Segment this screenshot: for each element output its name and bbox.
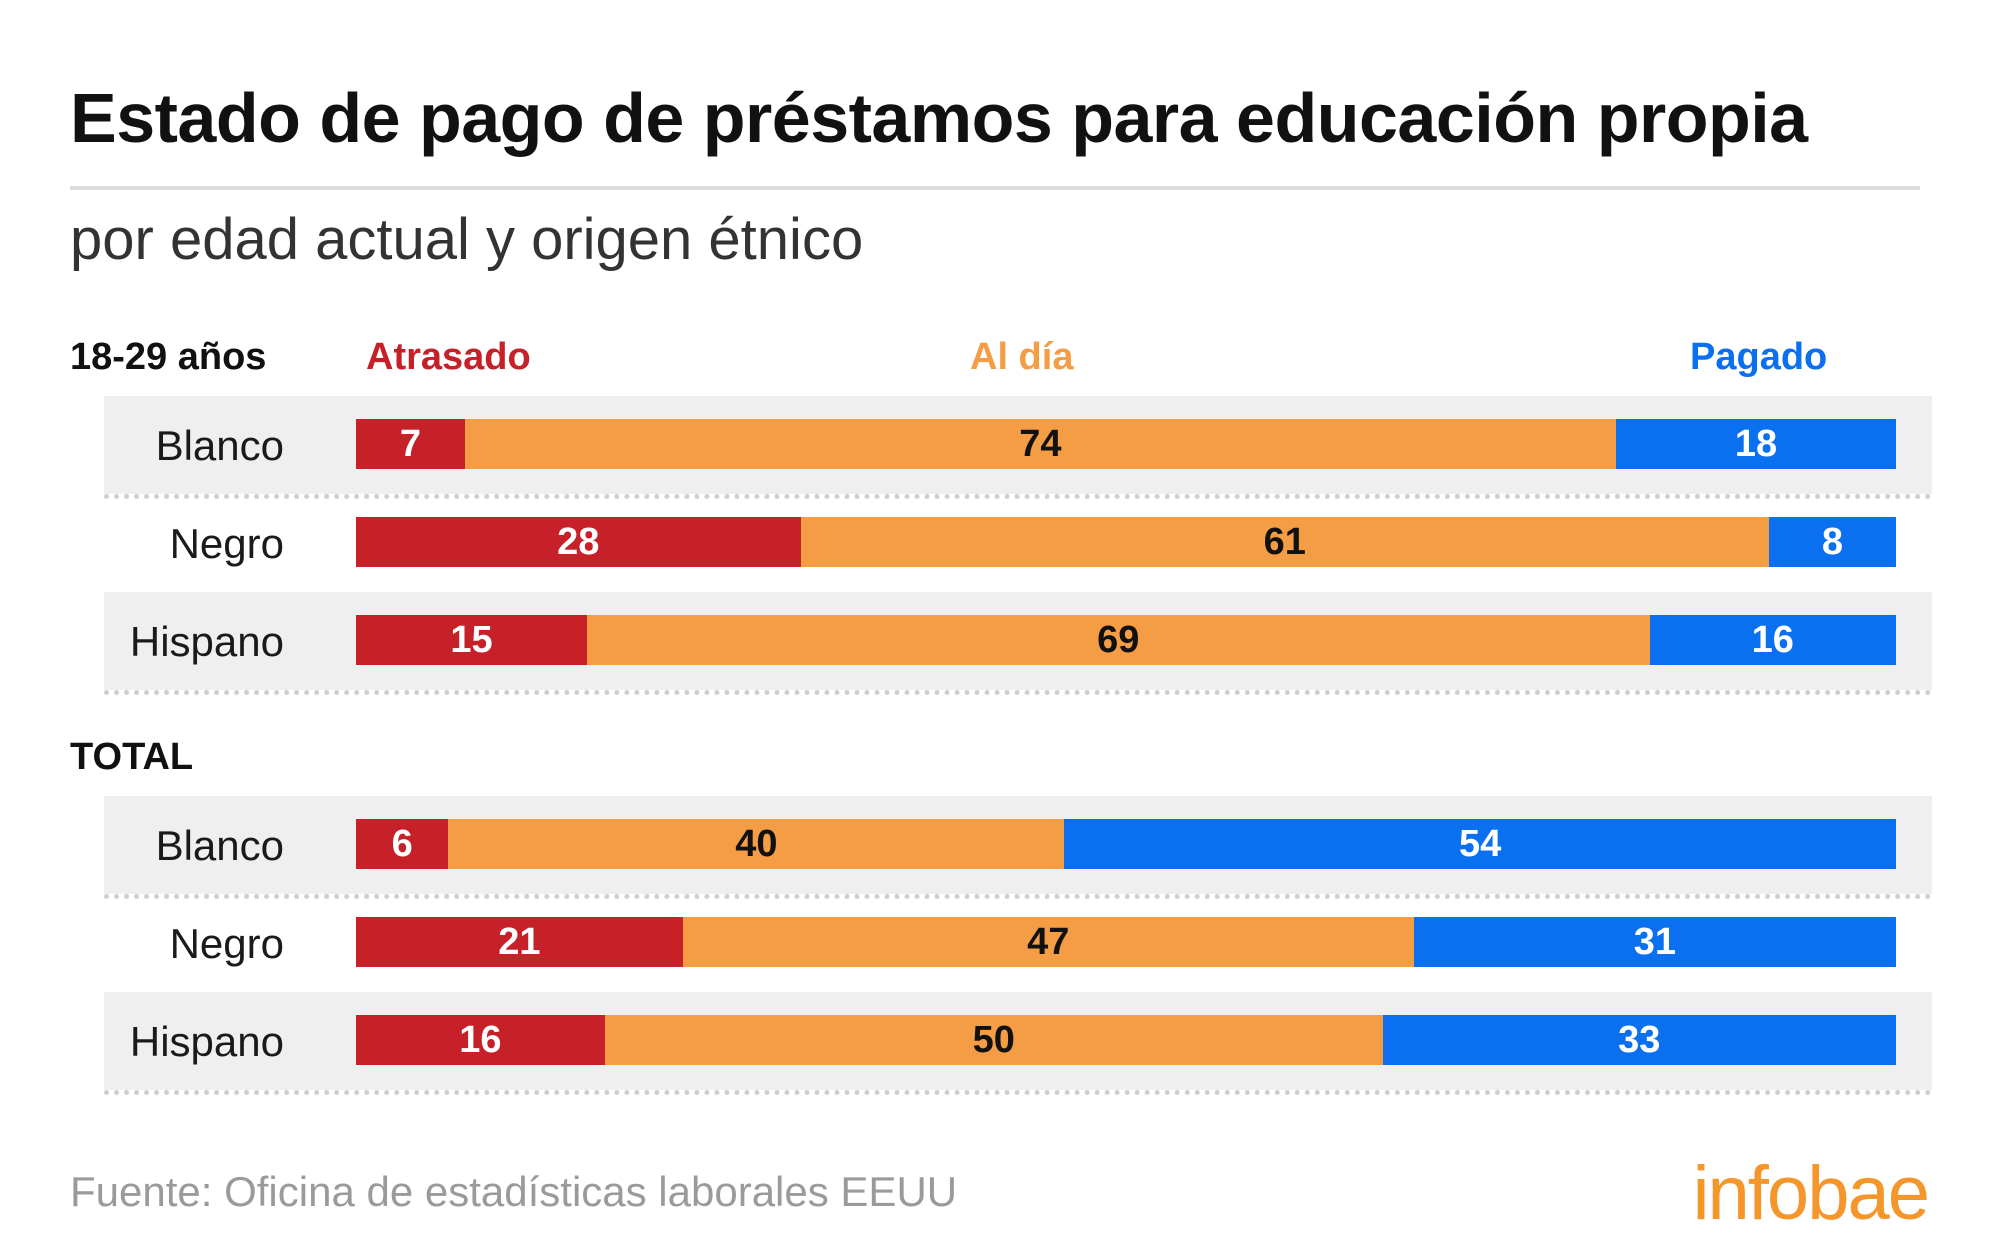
data-label: 47 — [1027, 920, 1070, 963]
data-label: 50 — [972, 1018, 1015, 1061]
data-label: 16 — [1751, 618, 1794, 661]
bar-segment-al-dia: 69 — [587, 615, 1650, 665]
row-label: Negro — [169, 920, 284, 967]
data-label: 74 — [1019, 422, 1062, 465]
stacked-bar: 15 69 16 — [356, 615, 1896, 665]
row-divider — [104, 894, 1932, 899]
bar-segment-al-dia: 74 — [464, 419, 1616, 469]
bar-segment-pagado: 31 — [1413, 917, 1896, 967]
data-label: 16 — [459, 1018, 502, 1061]
data-label: 6 — [391, 822, 413, 865]
legend-al-dia: Al día — [970, 336, 1074, 378]
bar-segment-atrasado: 21 — [356, 917, 683, 967]
chart-subtitle: por edad actual y origen étnico — [70, 207, 864, 272]
infobae-logo: infobae — [1692, 1151, 1930, 1236]
data-label: 21 — [498, 920, 541, 963]
title-divider — [70, 186, 1920, 190]
row-divider — [104, 690, 1932, 695]
row-label: Hispano — [129, 618, 284, 665]
data-label: 69 — [1097, 618, 1140, 661]
bar-segment-pagado: 8 — [1768, 517, 1896, 567]
row-label: Blanco — [155, 822, 284, 869]
bar-segment-atrasado: 15 — [356, 615, 587, 665]
stacked-bar: 21 47 31 — [356, 917, 1896, 967]
bar-segment-atrasado: 7 — [356, 419, 465, 469]
data-label: 31 — [1633, 920, 1677, 963]
row-label: Hispano — [129, 1018, 284, 1065]
data-label: 33 — [1618, 1018, 1661, 1061]
row-divider — [104, 494, 1932, 499]
bar-segment-al-dia: 50 — [604, 1015, 1383, 1065]
data-label: 40 — [735, 822, 778, 865]
bar-segment-atrasado: 16 — [356, 1015, 605, 1065]
stacked-bar: 16 50 33 — [356, 1015, 1896, 1065]
row-divider — [104, 1090, 1932, 1095]
bar-segment-atrasado: 28 — [356, 517, 801, 567]
source-note: Fuente: Oficina de estadísticas laborale… — [70, 1168, 958, 1215]
row-label: Blanco — [155, 422, 284, 469]
bar-segment-pagado: 33 — [1382, 1015, 1896, 1065]
stacked-bar: 6 40 54 — [356, 819, 1896, 869]
data-label: 15 — [450, 618, 493, 661]
data-label: 54 — [1459, 822, 1502, 865]
data-label: 61 — [1263, 520, 1306, 563]
bar-segment-al-dia: 61 — [800, 517, 1769, 567]
data-label: 8 — [1821, 520, 1844, 563]
bar-segment-atrasado: 6 — [356, 819, 449, 869]
chart-title: Estado de pago de préstamos para educaci… — [70, 79, 1808, 157]
data-label: 7 — [399, 422, 421, 465]
section-label: TOTAL — [70, 736, 194, 778]
bar-segment-pagado: 16 — [1649, 615, 1896, 665]
legend-atrasado: Atrasado — [366, 336, 531, 378]
bar-segment-pagado: 18 — [1615, 419, 1896, 469]
stacked-bar: 28 61 8 — [356, 517, 1896, 567]
bar-segment-al-dia: 47 — [682, 917, 1414, 967]
data-label: 18 — [1734, 422, 1778, 465]
legend-pagado: Pagado — [1690, 336, 1828, 378]
bar-segment-al-dia: 40 — [448, 819, 1065, 869]
section-label: 18-29 años — [70, 336, 267, 378]
row-label: Negro — [169, 520, 284, 567]
stacked-bar: 7 74 18 — [356, 419, 1896, 469]
data-label: 28 — [557, 520, 600, 563]
bar-segment-pagado: 54 — [1064, 819, 1896, 869]
